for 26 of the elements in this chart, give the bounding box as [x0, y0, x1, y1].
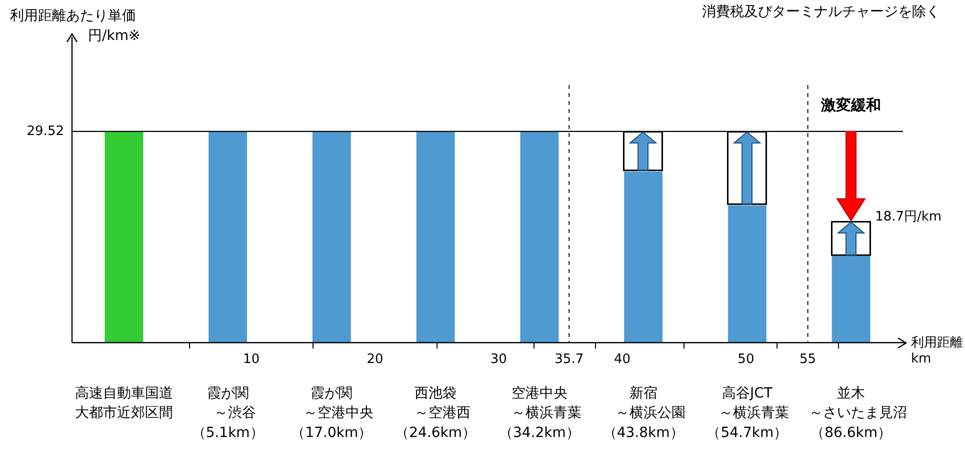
x2-tick-label: 20: [366, 352, 384, 367]
x2-tick-label: 55: [800, 352, 816, 367]
bar: [208, 131, 248, 343]
text: 消費税及びターミナルチャージを除く: [702, 4, 940, 20]
bar: [104, 131, 144, 343]
x-tick-label: 霞が関～渋谷（5.1km）: [192, 386, 264, 441]
bar: [520, 131, 559, 343]
x-axis-title: 利用距離km: [911, 336, 963, 367]
x2-tick-label: 40: [614, 352, 631, 367]
x2-tick-label: 35.7: [554, 352, 584, 367]
x-tick-label: 並木～さいたま見沼（86.6km）: [795, 386, 908, 441]
annotation: 激変緩和: [820, 96, 882, 114]
x-tick-label: 西池袋～空港西（24.6km）: [395, 386, 476, 441]
text: 29.52: [26, 124, 64, 139]
x-tick-label: 高谷JCT～横浜青葉（54.7km）: [705, 386, 790, 441]
bar: [416, 131, 455, 343]
x-tick-label: 空港中央～横浜青葉（34.2km）: [497, 386, 582, 441]
x-tick-label: 高速自動車国道大都市近郊区間: [74, 386, 173, 422]
x-tick-label: 霞が関～空港中央（17.0km）: [290, 386, 374, 441]
text: 利用距離あたり単価円/km※: [10, 8, 140, 44]
x2-tick-label: 50: [738, 352, 754, 367]
bar: [312, 131, 351, 343]
x2-tick-label: 10: [243, 352, 260, 367]
x-tick-label: 新宿～横浜公園（43.8km）: [601, 386, 686, 441]
x2-tick-label: 30: [490, 352, 507, 367]
annotation: 18.7円/km: [875, 210, 942, 225]
